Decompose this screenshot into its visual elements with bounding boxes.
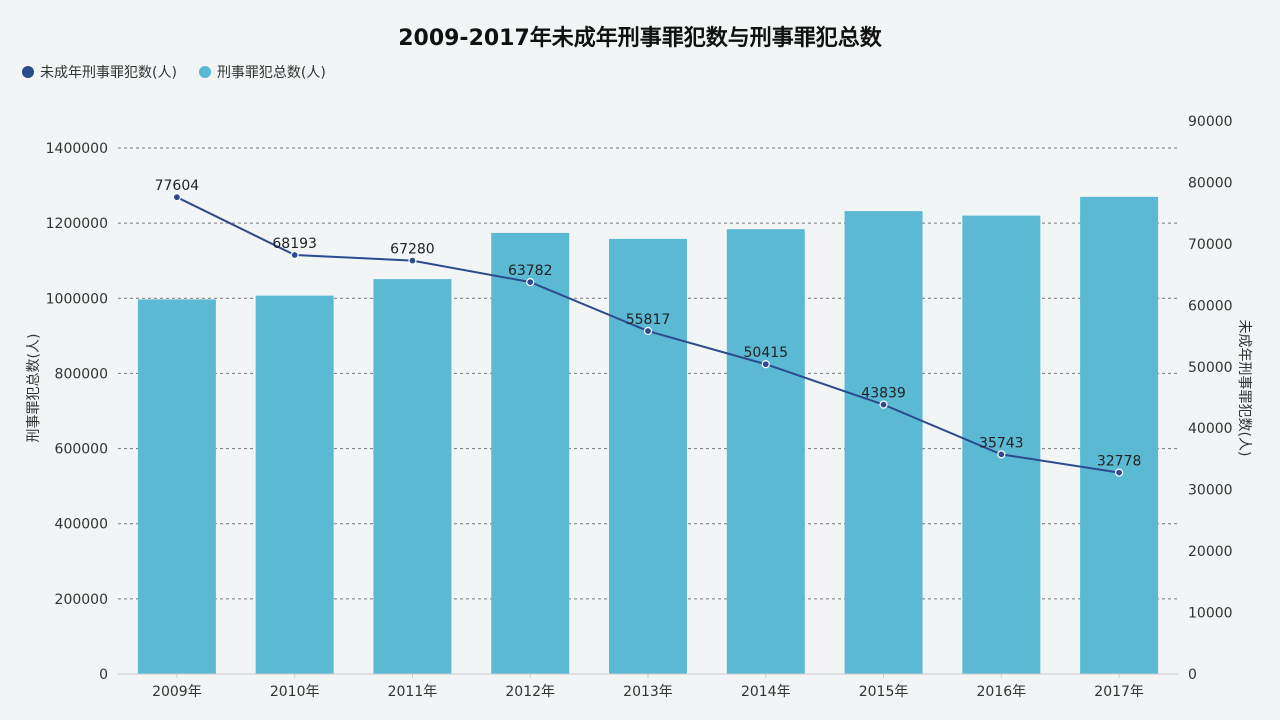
data-label: 32778 xyxy=(1097,454,1142,470)
data-label: 67280 xyxy=(390,242,435,258)
bar xyxy=(373,279,452,674)
left-axis-tick-label: 0 xyxy=(99,667,108,683)
line-point xyxy=(1115,468,1124,477)
data-label: 50415 xyxy=(744,345,789,361)
right-axis-title: 未成年刑事罪犯数(人) xyxy=(1236,320,1252,457)
right-axis-tick-label: 50000 xyxy=(1188,360,1233,376)
right-axis-tick-label: 60000 xyxy=(1188,298,1233,314)
line-point xyxy=(408,256,417,265)
left-axis-tick-label: 600000 xyxy=(55,442,108,458)
x-axis-tick-label: 2016年 xyxy=(977,684,1027,700)
left-axis-title: 刑事罪犯总数(人) xyxy=(26,334,42,443)
legend-swatch-total xyxy=(198,66,211,78)
legend-label-juvenile: 未成年刑事罪犯数(人) xyxy=(40,65,177,81)
data-label: 63782 xyxy=(508,263,553,279)
left-axis-tick-label: 1200000 xyxy=(46,216,108,232)
bar xyxy=(609,238,687,674)
bar xyxy=(1080,196,1159,675)
legend: 未成年刑事罪犯数(人) 刑事罪犯总数(人) xyxy=(22,62,348,82)
x-axis-tick-label: 2009年 xyxy=(152,684,202,700)
line-point xyxy=(879,400,888,409)
data-label: 35743 xyxy=(979,435,1024,451)
x-axis-tick-label: 2010年 xyxy=(270,684,320,700)
x-axis-tick-label: 2017年 xyxy=(1094,684,1144,700)
left-axis-tick-label: 200000 xyxy=(55,592,108,608)
left-axis-tick-label: 1400000 xyxy=(46,141,108,157)
right-axis-tick-label: 70000 xyxy=(1188,237,1233,253)
right-axis-tick-label: 40000 xyxy=(1188,421,1233,437)
bar xyxy=(255,295,334,674)
bar xyxy=(137,299,216,674)
data-label: 43839 xyxy=(861,386,906,402)
x-axis-tick-label: 2012年 xyxy=(505,684,555,700)
x-axis-tick-label: 2011年 xyxy=(388,684,438,700)
x-axis-tick-label: 2013年 xyxy=(623,684,673,700)
line-point xyxy=(290,250,299,260)
legend-item-total[interactable]: 刑事罪犯总数(人) xyxy=(198,62,326,82)
bar xyxy=(962,215,1041,674)
right-axis-tick-label: 90000 xyxy=(1188,114,1233,130)
right-axis-tick-label: 10000 xyxy=(1188,606,1233,622)
x-axis-tick-label: 2014年 xyxy=(741,684,791,700)
right-axis-tick-label: 20000 xyxy=(1188,544,1233,560)
x-axis-tick-label: 2015年 xyxy=(859,684,909,700)
legend-swatch-juvenile xyxy=(22,66,34,78)
data-label: 55817 xyxy=(626,312,671,328)
right-axis-tick-label: 80000 xyxy=(1188,175,1233,191)
left-axis-tick-label: 800000 xyxy=(55,366,108,382)
legend-label-total: 刑事罪犯总数(人) xyxy=(216,65,326,81)
bar xyxy=(844,211,923,674)
line-point xyxy=(643,326,653,336)
line-point xyxy=(997,450,1006,459)
right-axis-tick-label: 0 xyxy=(1188,667,1197,683)
left-axis-tick-label: 400000 xyxy=(55,517,108,533)
right-axis-tick-label: 30000 xyxy=(1188,483,1233,499)
left-axis-tick-label: 1000000 xyxy=(46,291,108,307)
legend-item-juvenile[interactable]: 未成年刑事罪犯数(人) xyxy=(22,62,177,82)
data-label: 77604 xyxy=(155,178,200,194)
data-label: 68193 xyxy=(272,236,317,252)
line-point xyxy=(526,277,535,287)
line-point xyxy=(761,360,770,369)
bar xyxy=(726,229,805,674)
chart-title: 2009-2017年未成年刑事罪犯数与刑事罪犯总数 xyxy=(398,26,882,51)
bar xyxy=(491,232,570,674)
line-point xyxy=(172,193,181,202)
